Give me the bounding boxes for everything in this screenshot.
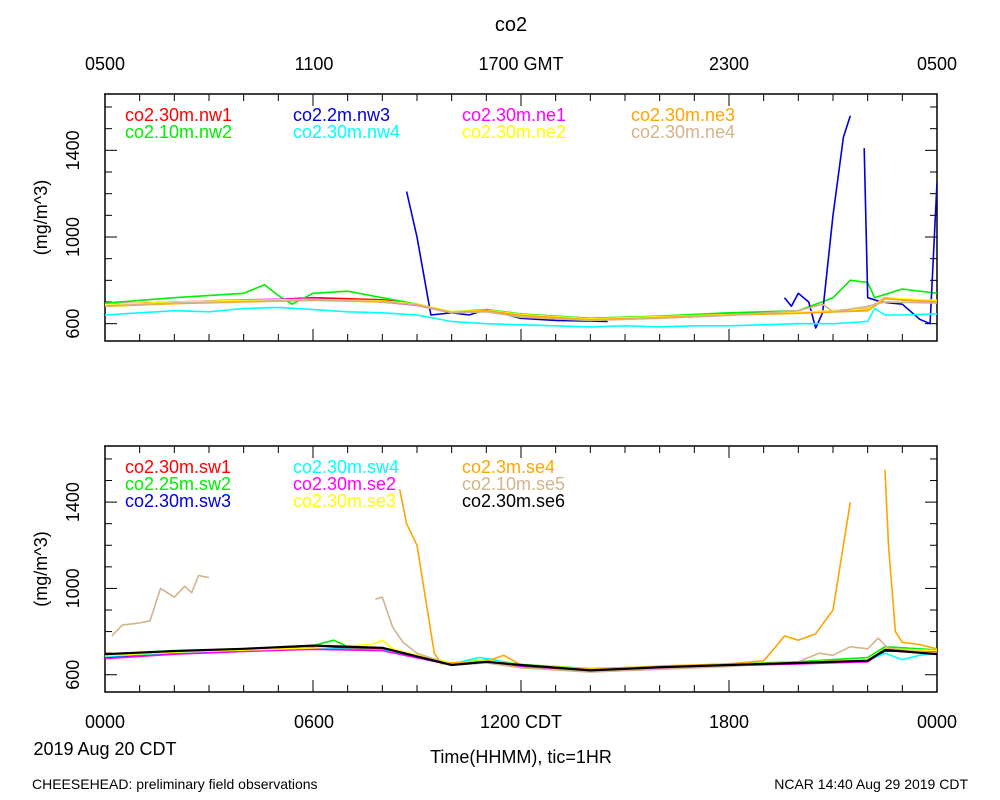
series-line-co2.2m.nw3 — [405, 115, 937, 329]
bottom-tick-label: 0600 — [294, 712, 334, 732]
legend-entry-co2.30m.se2: co2.30m.se2 — [293, 474, 396, 494]
legend-entry-co2.30m.se6: co2.30m.se6 — [462, 491, 565, 511]
series-line-co2.30m.nw4 — [105, 306, 937, 328]
footer-left: CHEESEHEAD: preliminary field observatio… — [32, 776, 318, 792]
legend-entry-co2.30m.se3: co2.30m.se3 — [293, 491, 396, 511]
x-axis-label: Time(HHMM), tic=1HR — [430, 747, 612, 767]
top-axis-labels: 0500 1100 1700 GMT 2300 0500 — [85, 54, 957, 74]
y-tick-label: 1000 — [63, 217, 83, 257]
y-tick-label: 1400 — [63, 130, 83, 170]
legend-entry-co2.10m.nw2: co2.10m.nw2 — [125, 122, 232, 142]
legend-entry-co2.30m.sw4: co2.30m.sw4 — [293, 457, 399, 477]
y-tick-label: 600 — [63, 660, 83, 690]
top-tick-label: 0500 — [917, 54, 957, 74]
lower-panel: 600 1000 1400 (mg/m^3) co2.30m.sw1co2.25m.sw… — [31, 445, 938, 693]
legend-entry-co2.25m.sw2: co2.25m.sw2 — [125, 474, 231, 494]
top-tick-label: 0500 — [85, 54, 125, 74]
top-tick-label: 1100 — [295, 54, 334, 74]
series-line-co2.30m.se6 — [105, 644, 937, 672]
legend-entry-co2.30m.ne2: co2.30m.ne2 — [462, 122, 566, 142]
y-axis-label: (mg/m^3) — [31, 180, 51, 255]
top-tick-label: 2300 — [709, 54, 749, 74]
y-axis-label: (mg/m^3) — [31, 531, 51, 606]
y-tick-label: 1400 — [63, 482, 83, 522]
legend-entry-co2.10m.se5: co2.10m.se5 — [462, 474, 565, 494]
bottom-tick-label: 1200 CDT — [480, 712, 562, 732]
legend-entry-co2.30m.ne1: co2.30m.ne1 — [462, 105, 566, 125]
bottom-tick-label: 0000 — [85, 712, 125, 732]
y-tick-label: 600 — [63, 309, 83, 339]
series-lines — [105, 115, 937, 329]
date-label: 2019 Aug 20 CDT — [33, 739, 176, 759]
series-line-co2.10m.se5 — [111, 574, 937, 673]
upper-panel: 600 1000 1400 (mg/m^3) co2.30m.nw1co2.10m.nw… — [31, 93, 938, 342]
legend-entry-co2.30m.ne3: co2.30m.ne3 — [631, 105, 735, 125]
series-line-co2.30m.ne4 — [105, 299, 937, 322]
legend-entry-co2.30m.nw1: co2.30m.nw1 — [125, 105, 232, 125]
legend-entry-co2.30m.nw4: co2.30m.nw4 — [293, 122, 400, 142]
series-lines — [105, 469, 937, 673]
top-tick-label: 1700 GMT — [478, 54, 563, 74]
legend-entry-co2.30m.ne4: co2.30m.ne4 — [631, 122, 735, 142]
legend-entry-co2.3m.se4: co2.3m.se4 — [462, 457, 555, 477]
bottom-axis-labels: 0000 0600 1200 CDT 1800 0000 — [85, 712, 957, 732]
y-tick-label: 1000 — [63, 568, 83, 608]
bottom-tick-label: 1800 — [709, 712, 749, 732]
footer-right: NCAR 14:40 Aug 29 2019 CDT — [774, 776, 968, 792]
legend-entry-co2.2m.nw3: co2.2m.nw3 — [293, 105, 390, 125]
bottom-tick-label: 0000 — [917, 712, 957, 732]
legend-entry-co2.30m.sw3: co2.30m.sw3 — [125, 491, 231, 511]
chart-title: co2 — [495, 14, 527, 36]
legend-entry-co2.30m.sw1: co2.30m.sw1 — [125, 457, 231, 477]
